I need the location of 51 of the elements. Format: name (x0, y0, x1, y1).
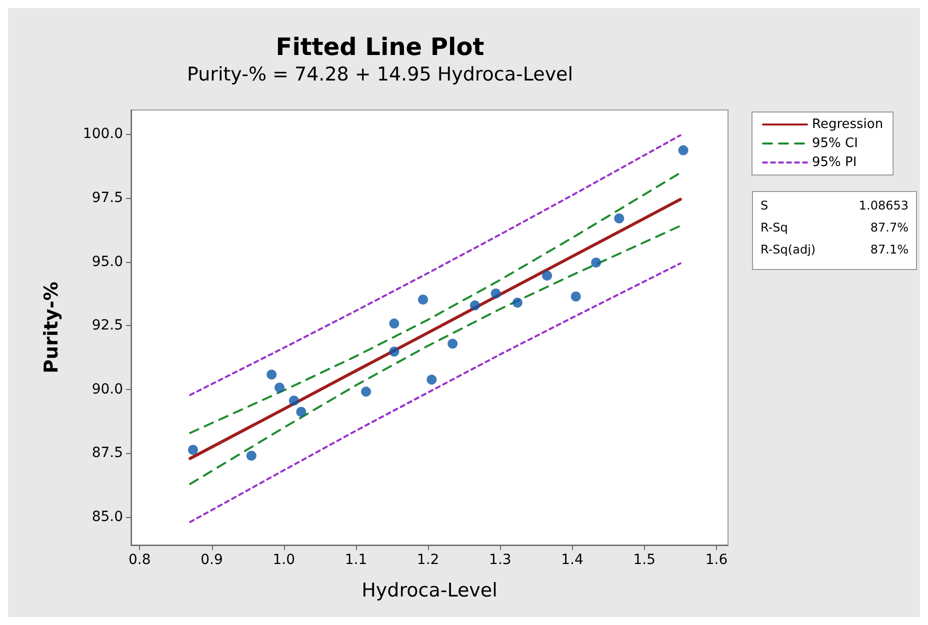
point (296, 406, 306, 417)
y-axis-title: Purity-% (40, 282, 62, 374)
point (490, 288, 501, 298)
y-tick-label: 90.0 (92, 381, 123, 398)
point (274, 382, 285, 393)
point (389, 346, 400, 357)
point (266, 370, 277, 380)
chart-title: Fitted Line Plot (276, 33, 484, 61)
point (470, 300, 480, 310)
point (678, 145, 688, 156)
y-tick-label: 85.0 (92, 508, 123, 525)
point (288, 396, 299, 406)
point (418, 294, 428, 305)
point (389, 318, 400, 329)
text: R-Sq 87.7% (760, 220, 908, 234)
point (448, 338, 458, 349)
x-tick-label: 1.6 (705, 552, 728, 568)
point (246, 450, 256, 461)
x-tick-label: 1.1 (344, 552, 368, 568)
point (188, 444, 198, 455)
x-tick-label: 1.4 (561, 552, 584, 568)
x-tick-label: 1.0 (272, 552, 295, 568)
point (591, 258, 602, 268)
point (570, 292, 581, 302)
line-series (189, 224, 682, 486)
x-tick-label: 0.9 (200, 552, 223, 568)
point (426, 374, 437, 385)
chart-subtitle: Purity-% = 74.28 + 14.95 Hydroca-Level (186, 64, 574, 86)
x-tick-label: 1.3 (489, 552, 512, 568)
line-series (189, 262, 682, 524)
y-tick-label: 97.5 (92, 190, 123, 206)
line-series (188, 198, 682, 460)
text: R-Sq(adj) 87.1% (760, 242, 908, 256)
point (361, 386, 372, 397)
y-tick-label: 100.0 (82, 126, 123, 142)
x-tick-label: 0.8 (128, 552, 151, 568)
legend-label: 95% PI (812, 155, 857, 170)
point (614, 213, 624, 224)
line-series (189, 134, 682, 396)
text: S 1.08653 (760, 198, 908, 212)
point (542, 270, 552, 281)
point (512, 298, 522, 308)
line-series (189, 172, 682, 434)
x-tick-label: 1.2 (416, 552, 440, 568)
y-tick-label: 87.5 (92, 445, 123, 462)
x-axis-title: Hydroca-Level (362, 580, 498, 602)
legend-label: Regression (812, 117, 884, 132)
y-tick-label: 92.5 (92, 318, 123, 334)
legend-label: 95% CI (812, 136, 858, 151)
x-tick-label: 1.5 (633, 552, 656, 568)
y-tick-label: 95.0 (92, 254, 123, 270)
